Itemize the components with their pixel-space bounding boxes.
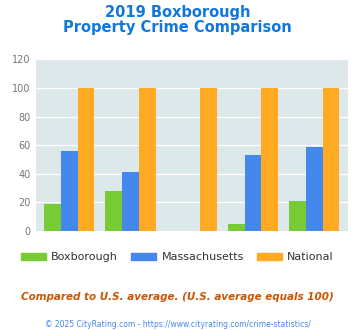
- Bar: [122, 172, 139, 231]
- Bar: [245, 155, 261, 231]
- Legend: Boxborough, Massachusetts, National: Boxborough, Massachusetts, National: [17, 248, 338, 267]
- Bar: [44, 204, 61, 231]
- Bar: [306, 147, 323, 231]
- Text: © 2025 CityRating.com - https://www.cityrating.com/crime-statistics/: © 2025 CityRating.com - https://www.city…: [45, 320, 310, 329]
- Bar: [105, 191, 122, 231]
- Bar: [228, 224, 245, 231]
- Bar: [261, 88, 278, 231]
- Bar: [77, 88, 94, 231]
- Text: Property Crime Comparison: Property Crime Comparison: [63, 20, 292, 35]
- Bar: [289, 201, 306, 231]
- Text: 2019 Boxborough: 2019 Boxborough: [105, 5, 250, 20]
- Bar: [200, 88, 217, 231]
- Bar: [139, 88, 155, 231]
- Bar: [323, 88, 339, 231]
- Bar: [61, 151, 77, 231]
- Text: Compared to U.S. average. (U.S. average equals 100): Compared to U.S. average. (U.S. average …: [21, 292, 334, 302]
